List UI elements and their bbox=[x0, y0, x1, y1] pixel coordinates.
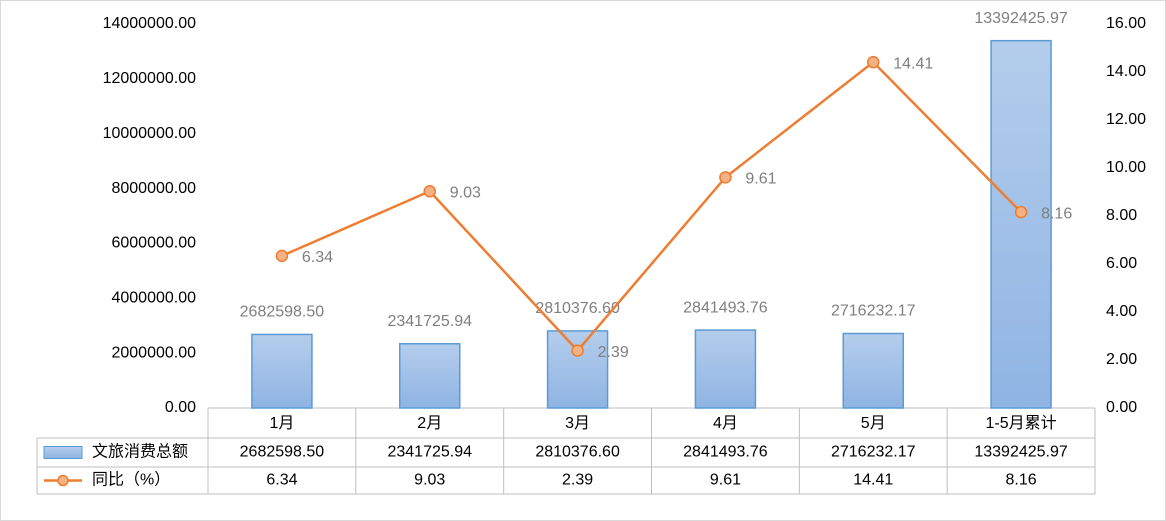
x-tick-label: 1月 bbox=[269, 415, 294, 432]
y-tick-label: 2000000.00 bbox=[111, 344, 196, 361]
y2-tick-label: 0.00 bbox=[1106, 399, 1137, 416]
marker bbox=[423, 185, 436, 198]
y2-tick-label: 4.00 bbox=[1106, 303, 1137, 320]
x-tick-label: 1-5月累计 bbox=[986, 414, 1057, 432]
table-cell: 9.61 bbox=[710, 472, 741, 489]
table-cell: 2841493.76 bbox=[683, 444, 768, 461]
marker bbox=[719, 171, 732, 184]
data-label: 9.61 bbox=[745, 171, 776, 188]
bar bbox=[990, 39, 1052, 409]
y2-tick-label: 2.00 bbox=[1106, 351, 1137, 368]
legend-label: 文旅消费总额 bbox=[92, 443, 188, 461]
y-tick-label: 10000000.00 bbox=[103, 125, 197, 142]
y2-tick-label: 6.00 bbox=[1106, 255, 1137, 272]
legend-swatch bbox=[57, 474, 69, 487]
y2-tick-label: 10.00 bbox=[1106, 159, 1146, 176]
line bbox=[281, 60, 1022, 353]
data-label: 2341725.94 bbox=[387, 313, 472, 330]
y-tick-label: 4000000.00 bbox=[111, 290, 196, 307]
y2-tick-label: 8.00 bbox=[1106, 207, 1137, 224]
table-cell: 2.39 bbox=[562, 472, 593, 489]
data-label: 13392425.97 bbox=[974, 10, 1068, 27]
legend-label: 同比（%） bbox=[92, 471, 170, 489]
x-tick-label: 3月 bbox=[565, 415, 590, 432]
table-cell: 9.03 bbox=[414, 472, 445, 489]
bar bbox=[546, 330, 609, 409]
data-label: 2716232.17 bbox=[831, 303, 916, 320]
y2-tick-label: 16.00 bbox=[1106, 15, 1146, 32]
table-cell: 14.41 bbox=[853, 472, 893, 489]
table-cell: 2810376.60 bbox=[535, 444, 620, 461]
table-cell: 2716232.17 bbox=[831, 444, 916, 461]
data-label: 2841493.76 bbox=[683, 299, 768, 316]
x-tick-label: 4月 bbox=[713, 415, 738, 432]
table-cell: 2682598.50 bbox=[240, 444, 325, 461]
marker bbox=[275, 249, 289, 263]
bar bbox=[694, 329, 757, 409]
marker bbox=[867, 55, 880, 69]
y2-tick-label: 14.00 bbox=[1106, 63, 1146, 80]
table-cell: 2341725.94 bbox=[387, 444, 472, 461]
data-label: 8.16 bbox=[1041, 205, 1072, 222]
table-cell: 13392425.97 bbox=[974, 444, 1068, 461]
y2-tick-label: 12.00 bbox=[1106, 111, 1146, 128]
data-label: 2.39 bbox=[598, 344, 629, 361]
data-label: 9.03 bbox=[450, 184, 481, 201]
data-label: 6.34 bbox=[302, 249, 333, 266]
bar bbox=[251, 333, 313, 409]
legend-swatch bbox=[43, 446, 83, 459]
data-label: 2682598.50 bbox=[240, 304, 325, 321]
y-tick-label: 12000000.00 bbox=[103, 70, 197, 87]
table-cell: 6.34 bbox=[266, 472, 297, 489]
table-cell: 8.16 bbox=[1006, 472, 1037, 489]
data-label: 2810376.60 bbox=[535, 300, 620, 317]
bar bbox=[399, 343, 461, 409]
y-tick-label: 6000000.00 bbox=[111, 235, 196, 252]
y-tick-label: 8000000.00 bbox=[111, 180, 196, 197]
y-tick-label: 0.00 bbox=[165, 399, 196, 416]
marker bbox=[1014, 205, 1028, 219]
x-tick-label: 5月 bbox=[861, 415, 886, 432]
y-tick-label: 14000000.00 bbox=[103, 15, 197, 32]
x-tick-label: 2月 bbox=[417, 415, 442, 432]
marker bbox=[571, 344, 584, 357]
bar bbox=[842, 332, 904, 409]
data-label: 14.41 bbox=[893, 55, 933, 72]
